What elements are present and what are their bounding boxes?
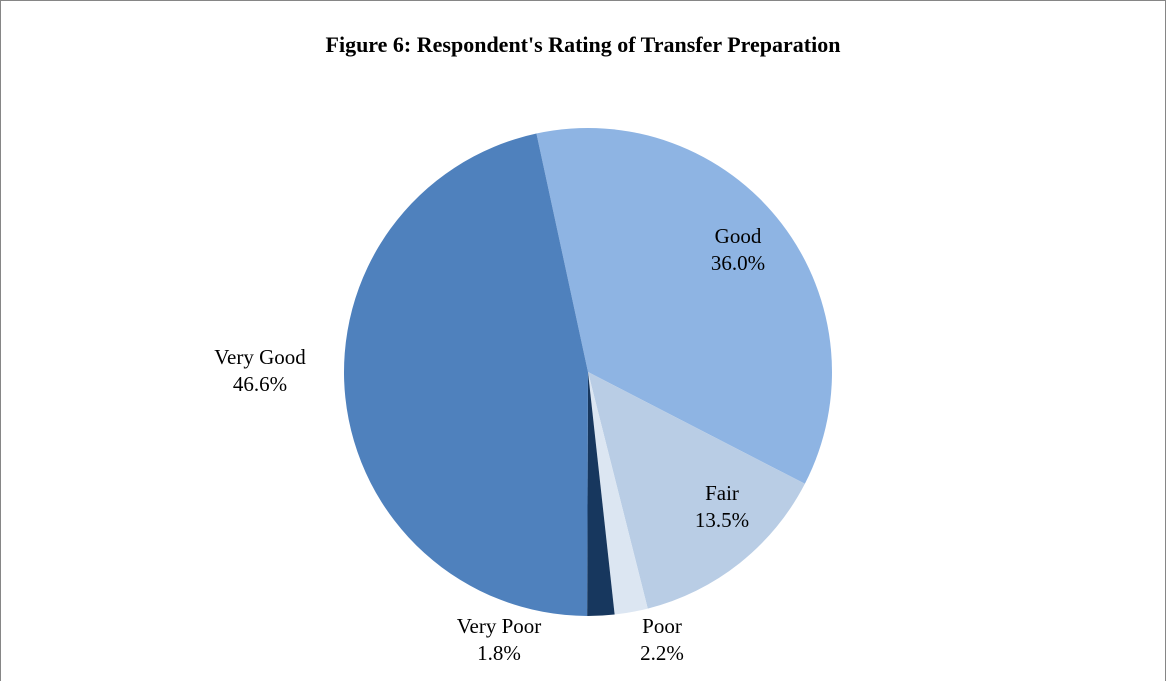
slice-label: Fair	[705, 481, 739, 505]
pie-slice	[588, 372, 648, 615]
slice-value-label: 46.6%	[233, 372, 287, 396]
slice-label: Good	[715, 224, 762, 248]
chart-title: Figure 6: Respondent's Rating of Transfe…	[326, 32, 841, 57]
pie-slice	[587, 372, 615, 616]
slice-label: Very Poor	[457, 614, 542, 638]
slice-value-label: 36.0%	[711, 251, 765, 275]
slice-label: Poor	[642, 614, 682, 638]
pie-slice	[536, 128, 832, 484]
slice-value-label: 13.5%	[695, 508, 749, 532]
pie-slice	[588, 372, 805, 609]
pie-slice	[343, 133, 588, 616]
slice-value-label: 2.2%	[640, 641, 684, 665]
slice-value-label: 1.8%	[477, 641, 521, 665]
slice-label: Very Good	[214, 345, 306, 369]
